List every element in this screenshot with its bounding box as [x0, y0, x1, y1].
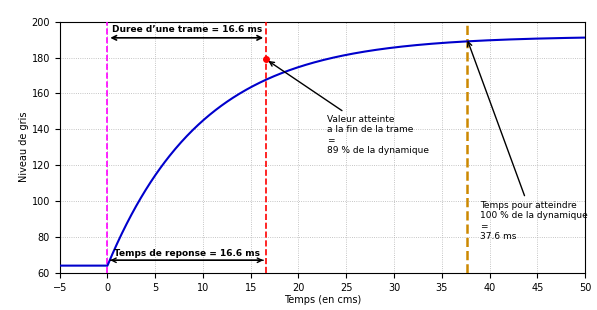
- X-axis label: Temps (en cms): Temps (en cms): [284, 295, 361, 305]
- Text: Duree d’une trame = 16.6 ms: Duree d’une trame = 16.6 ms: [112, 25, 262, 34]
- Y-axis label: Niveau de gris: Niveau de gris: [19, 112, 29, 183]
- Text: Temps de reponse = 16.6 ms: Temps de reponse = 16.6 ms: [114, 249, 260, 258]
- Text: Temps pour atteindre
100 % de la dynamique
=
37.6 ms: Temps pour atteindre 100 % de la dynamiq…: [467, 42, 587, 241]
- Text: Valeur atteinte
a la fin de la trame
=
89 % de la dynamique: Valeur atteinte a la fin de la trame = 8…: [270, 62, 429, 155]
